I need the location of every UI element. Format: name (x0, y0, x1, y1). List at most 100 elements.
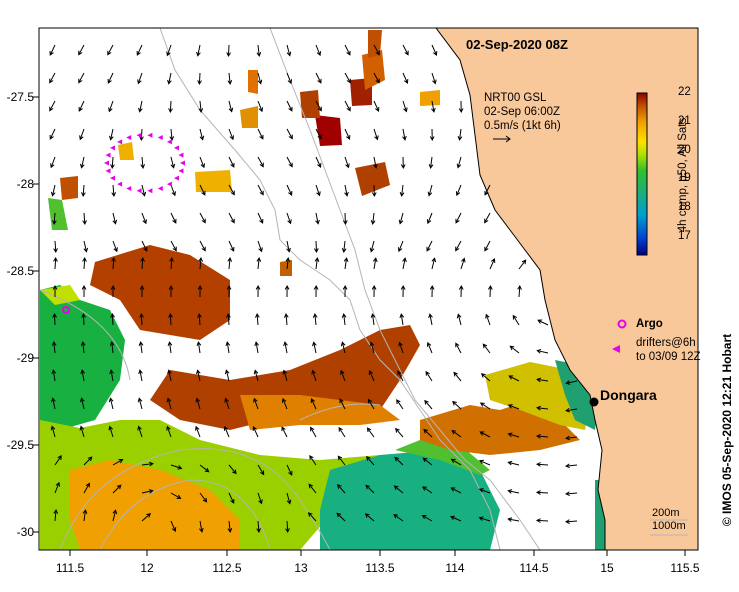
current-vector-arrow (336, 512, 346, 522)
current-vector-arrow (313, 284, 319, 298)
drifter-position-marker (105, 152, 111, 158)
current-vector-arrow (424, 399, 433, 410)
drifters-label-line2: to 03/09 12Z (636, 351, 701, 363)
current-vector-arrow (108, 425, 114, 438)
current-vector-arrow (253, 397, 259, 410)
depth-legend: 200m 1000m (652, 507, 686, 533)
current-vector-arrow (373, 156, 378, 169)
current-vector-arrow (343, 257, 349, 270)
current-vector-arrow (111, 256, 116, 270)
current-vector-arrow (314, 257, 320, 270)
current-legend: NRT00 GSL 02-Sep 06:00Z 0.5m/s (1kt 6h) (484, 91, 561, 133)
current-vector-arrow (450, 515, 462, 522)
current-vector-arrow (507, 404, 520, 410)
current-vector-arrow (256, 520, 261, 534)
current-vector-arrow (110, 284, 116, 298)
current-vector-arrow (344, 72, 351, 84)
current-vector-arrow (341, 240, 347, 253)
current-vector-arrow (310, 426, 317, 438)
current-vector-arrow (482, 343, 491, 354)
current-vector-arrow (340, 369, 346, 382)
current-vector-arrow (53, 240, 58, 254)
current-vector-arrow (140, 256, 145, 270)
current-vector-arrow (52, 312, 57, 326)
argo-float-marker (62, 306, 70, 314)
current-vector-arrow (565, 463, 578, 469)
current-vector-arrow (286, 184, 293, 196)
current-vector-arrow (170, 212, 177, 224)
current-vector-arrow (456, 313, 462, 326)
current-vector-arrow (109, 369, 114, 382)
drifter-position-marker (173, 145, 179, 151)
current-vector-arrow (54, 455, 62, 466)
current-vector-arrow (428, 156, 434, 169)
dongara-marker (589, 397, 599, 407)
current-vector-arrow (397, 370, 404, 382)
current-vector-arrow (314, 240, 319, 254)
current-vector-arrow (109, 341, 115, 354)
current-vector-arrow (112, 212, 118, 225)
current-vector-arrow (426, 341, 433, 354)
current-vector-arrow (139, 284, 145, 298)
current-vector-arrow (254, 341, 259, 354)
current-vector-arrow (402, 128, 407, 141)
x-tick-label: 114.5 (519, 561, 549, 575)
current-vector-arrow (82, 256, 87, 270)
current-vector-arrow (54, 481, 61, 494)
drifter-position-marker (136, 132, 142, 138)
current-vector-arrow (457, 128, 463, 141)
current-vector-arrow (366, 455, 375, 466)
current-vector-arrow (170, 520, 177, 533)
current-vector-arrow (285, 257, 291, 270)
current-vector-arrow (226, 312, 231, 326)
current-vector-arrow (478, 459, 491, 466)
current-vector-arrow (399, 184, 405, 197)
current-vector-arrow (255, 284, 261, 298)
drifter-position-marker (180, 160, 185, 166)
current-vector-arrow (344, 100, 351, 112)
colorbar-tick: 17 (678, 230, 691, 242)
y-tick-label: -29 (16, 351, 34, 365)
current-vector-arrow (286, 156, 293, 168)
current-vector-arrow (51, 397, 56, 410)
current-vector-arrow (286, 100, 293, 112)
current-vector-arrow (396, 399, 404, 410)
drifter-position-marker (105, 168, 111, 174)
colorbar (636, 92, 648, 256)
current-vector-arrow (489, 257, 496, 270)
current-vector-arrow (199, 156, 205, 169)
current-vector-arrow (138, 341, 144, 354)
current-vector-arrow (112, 509, 118, 522)
current-vector-arrow (199, 184, 206, 196)
current-vector-arrow (535, 462, 549, 467)
current-vector-arrow (141, 212, 147, 225)
current-vector-arrow (199, 128, 205, 141)
drifter-legend-marker (612, 345, 620, 353)
current-vector-arrow (226, 44, 231, 58)
y-tick-label: -29.5 (6, 438, 34, 452)
current-vector-arrow (286, 240, 291, 253)
current-vector-arrow (170, 492, 182, 499)
current-vector-arrow (140, 156, 146, 169)
current-vector-arrow (255, 312, 260, 326)
current-vector-arrow (80, 369, 86, 382)
current-vector-arrow (455, 342, 462, 354)
current-vector-arrow (286, 492, 292, 505)
current-vector-arrow (286, 44, 292, 57)
current-vector-arrow (402, 257, 407, 270)
current-vector-arrow (373, 72, 380, 84)
current-vector-arrow (423, 428, 433, 438)
current-vector-arrow (196, 44, 201, 57)
map-title: 02-Sep-2020 08Z (466, 37, 568, 52)
current-vector-arrow (51, 341, 57, 354)
current-vector-arrow (450, 487, 462, 494)
current-vector-arrow (139, 128, 144, 142)
current-vector-arrow (228, 156, 235, 168)
current-vector-arrow (195, 425, 201, 438)
drifter-position-marker (166, 181, 172, 187)
current-vector-arrow (431, 72, 437, 85)
current-vector-arrow (478, 488, 491, 494)
current-vector-arrow (199, 464, 210, 473)
current-vector-arrow (479, 402, 491, 410)
